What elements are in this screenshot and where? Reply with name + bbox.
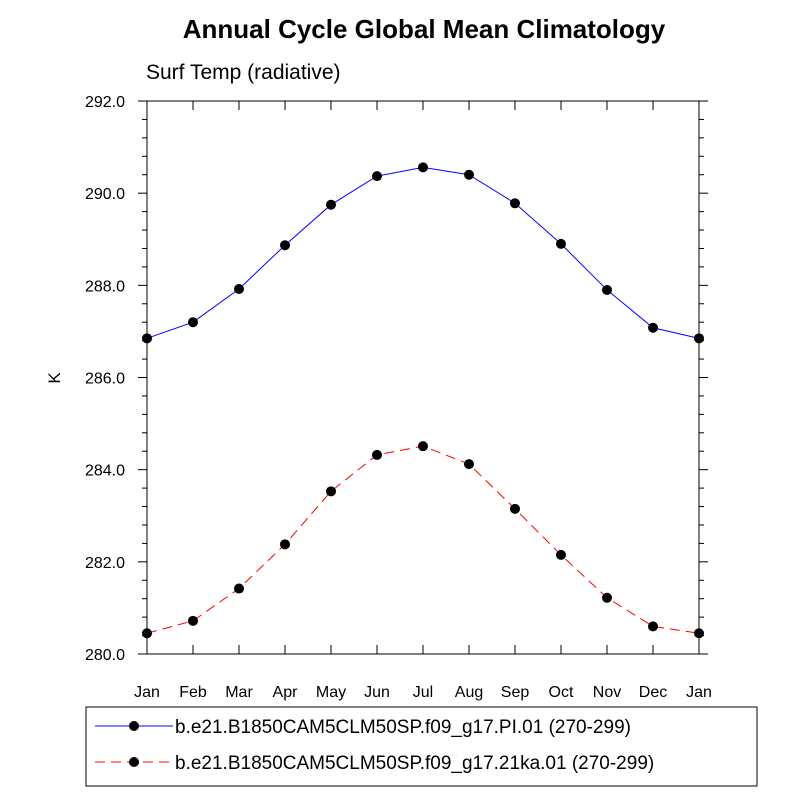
series-2-point xyxy=(510,503,520,514)
y-tick-label: 288.0 xyxy=(85,278,125,295)
y-tick-label: 290.0 xyxy=(85,186,125,203)
legend-box xyxy=(85,706,758,787)
series-line-2 xyxy=(146,445,700,634)
series-2-point xyxy=(326,486,336,497)
series-2-point xyxy=(280,539,290,550)
legend-marker-1 xyxy=(129,721,139,731)
x-tick-label: Jul xyxy=(413,684,433,701)
series-1-point xyxy=(142,333,152,344)
axis-ticks xyxy=(138,100,708,655)
series-1-point xyxy=(280,240,290,251)
y-tick-label: 284.0 xyxy=(85,463,125,480)
x-tick-label: Sep xyxy=(501,684,530,701)
series-1-point xyxy=(372,171,382,182)
series-2-point xyxy=(602,592,612,603)
series-1-point xyxy=(556,238,566,249)
series-1-point xyxy=(188,317,198,328)
legend-label-1: b.e21.B1850CAM5CLM50SP.f09_g17.PI.01 (27… xyxy=(175,717,631,738)
chart-title: Annual Cycle Global Mean Climatology xyxy=(183,14,666,44)
x-tick-label: Jan xyxy=(134,684,160,701)
series-1-point xyxy=(418,162,428,173)
plot-frame xyxy=(146,100,700,655)
series-2-point xyxy=(556,549,566,560)
series-line-1 xyxy=(146,166,700,339)
x-tick-label: Feb xyxy=(179,684,207,701)
x-tick-label: Nov xyxy=(593,684,621,701)
y-tick-label: 282.0 xyxy=(85,555,125,572)
y-tick-label: 286.0 xyxy=(85,371,125,388)
series-2-point xyxy=(372,449,382,460)
series-1-point xyxy=(326,199,336,210)
x-tick-label: Oct xyxy=(549,684,574,701)
chart-subtitle: Surf Temp (radiative) xyxy=(146,61,341,84)
series-2-point xyxy=(464,459,474,470)
x-tick-label: Jun xyxy=(364,684,390,701)
series-layer xyxy=(142,162,704,639)
series-1-point xyxy=(464,169,474,180)
x-tick-label: Jan xyxy=(686,684,712,701)
x-tick-label: Apr xyxy=(273,684,299,701)
y-tick-labels: 280.0 282.0 284.0 286.0 288.0 290.0 292.0 xyxy=(85,94,125,664)
x-tick-label: Mar xyxy=(225,684,253,701)
series-2-point xyxy=(648,621,658,632)
x-tick-label: May xyxy=(316,684,346,701)
legend-marker-2 xyxy=(129,757,139,767)
x-tick-label: Dec xyxy=(639,684,667,701)
series-2-point xyxy=(694,628,704,639)
series-2-point xyxy=(234,583,244,594)
series-2-point xyxy=(142,628,152,639)
legend-label-2: b.e21.B1850CAM5CLM50SP.f09_g17.21ka.01 (… xyxy=(175,753,654,774)
series-2-point xyxy=(188,615,198,626)
series-1-point xyxy=(234,284,244,295)
legend: b.e21.B1850CAM5CLM50SP.f09_g17.PI.01 (27… xyxy=(95,717,654,774)
y-tick-label: 292.0 xyxy=(85,94,125,111)
series-1-point xyxy=(694,333,704,344)
series-1-point xyxy=(648,322,658,333)
x-tick-labels: Jan Feb Mar Apr May Jun Jul Aug Sep Oct Nov Dec Jan xyxy=(134,684,712,701)
x-tick-label: Aug xyxy=(455,684,483,701)
series-1-point xyxy=(510,198,520,209)
series-2-point xyxy=(418,441,428,452)
y-tick-label: 280.0 xyxy=(85,647,125,664)
y-axis-label: K xyxy=(45,372,64,384)
series-1-point xyxy=(602,284,612,295)
